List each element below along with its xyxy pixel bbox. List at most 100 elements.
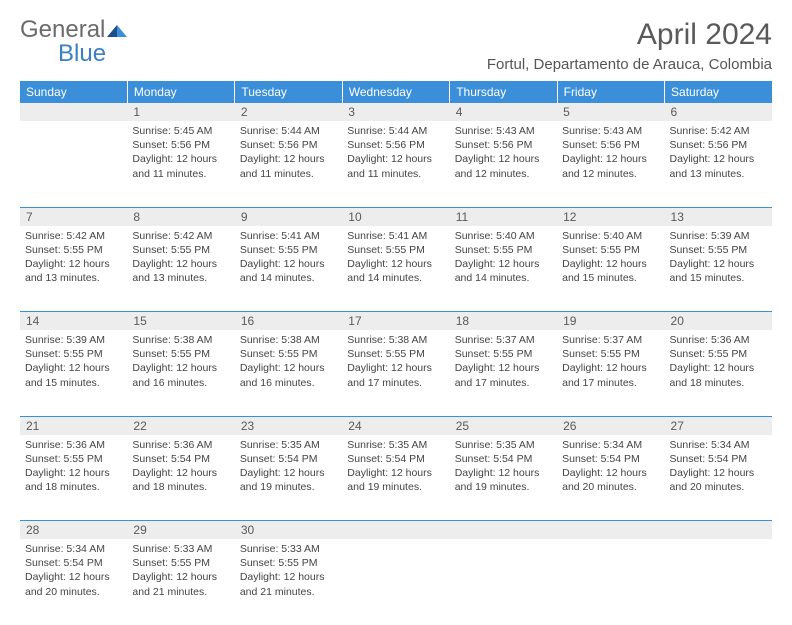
daynum-cell: 22 (127, 416, 234, 435)
daynum-cell (20, 103, 127, 121)
day-cell (665, 539, 772, 625)
daylight-text: Daylight: 12 hours and 12 minutes. (455, 152, 552, 180)
daynum-cell: 7 (20, 207, 127, 226)
sunset-text: Sunset: 5:55 PM (347, 347, 444, 361)
sunset-text: Sunset: 5:55 PM (670, 243, 767, 257)
sunrise-text: Sunrise: 5:35 AM (347, 438, 444, 452)
day-number: 12 (557, 208, 664, 226)
day-number: 18 (450, 312, 557, 330)
day-details: Sunrise: 5:43 AMSunset: 5:56 PMDaylight:… (562, 124, 659, 181)
day-cell: Sunrise: 5:33 AMSunset: 5:55 PMDaylight:… (235, 539, 342, 625)
sunrise-text: Sunrise: 5:39 AM (25, 333, 122, 347)
daynum-cell: 11 (450, 207, 557, 226)
day-number: 15 (127, 312, 234, 330)
day-cell: Sunrise: 5:40 AMSunset: 5:55 PMDaylight:… (450, 226, 557, 312)
day-number: 7 (20, 208, 127, 226)
day-cell (20, 121, 127, 207)
day-cell: Sunrise: 5:38 AMSunset: 5:55 PMDaylight:… (235, 330, 342, 416)
sunset-text: Sunset: 5:55 PM (562, 243, 659, 257)
day-number: 23 (235, 417, 342, 435)
sunrise-text: Sunrise: 5:38 AM (132, 333, 229, 347)
day-cell: Sunrise: 5:42 AMSunset: 5:55 PMDaylight:… (20, 226, 127, 312)
sunrise-text: Sunrise: 5:43 AM (455, 124, 552, 138)
day-cell: Sunrise: 5:35 AMSunset: 5:54 PMDaylight:… (450, 435, 557, 521)
day-details: Sunrise: 5:36 AMSunset: 5:55 PMDaylight:… (25, 438, 122, 495)
daylight-text: Daylight: 12 hours and 13 minutes. (132, 257, 229, 285)
logo-text-general: General (20, 16, 105, 43)
content-row: Sunrise: 5:36 AMSunset: 5:55 PMDaylight:… (20, 435, 772, 521)
sunrise-text: Sunrise: 5:36 AM (670, 333, 767, 347)
sunrise-text: Sunrise: 5:42 AM (132, 229, 229, 243)
daylight-text: Daylight: 12 hours and 18 minutes. (670, 361, 767, 389)
daynum-cell: 4 (450, 103, 557, 121)
calendar-header-row: Sunday Monday Tuesday Wednesday Thursday… (20, 81, 772, 103)
sunrise-text: Sunrise: 5:38 AM (240, 333, 337, 347)
sunset-text: Sunset: 5:54 PM (25, 556, 122, 570)
daynum-cell: 10 (342, 207, 449, 226)
sunrise-text: Sunrise: 5:37 AM (455, 333, 552, 347)
daynum-row: 123456 (20, 103, 772, 121)
day-header: Wednesday (342, 81, 449, 103)
day-cell (450, 539, 557, 625)
content-row: Sunrise: 5:45 AMSunset: 5:56 PMDaylight:… (20, 121, 772, 207)
content-row: Sunrise: 5:39 AMSunset: 5:55 PMDaylight:… (20, 330, 772, 416)
sunrise-text: Sunrise: 5:34 AM (25, 542, 122, 556)
day-details: Sunrise: 5:37 AMSunset: 5:55 PMDaylight:… (455, 333, 552, 390)
day-details: Sunrise: 5:42 AMSunset: 5:55 PMDaylight:… (25, 229, 122, 286)
daynum-cell: 28 (20, 521, 127, 540)
day-cell: Sunrise: 5:42 AMSunset: 5:56 PMDaylight:… (665, 121, 772, 207)
sunset-text: Sunset: 5:56 PM (132, 138, 229, 152)
daylight-text: Daylight: 12 hours and 14 minutes. (455, 257, 552, 285)
daylight-text: Daylight: 12 hours and 11 minutes. (240, 152, 337, 180)
day-header: Sunday (20, 81, 127, 103)
sunset-text: Sunset: 5:55 PM (132, 243, 229, 257)
daynum-row: 282930 (20, 521, 772, 540)
day-cell: Sunrise: 5:34 AMSunset: 5:54 PMDaylight:… (557, 435, 664, 521)
day-number: 26 (557, 417, 664, 435)
sunrise-text: Sunrise: 5:33 AM (240, 542, 337, 556)
day-header: Friday (557, 81, 664, 103)
sunset-text: Sunset: 5:56 PM (455, 138, 552, 152)
day-number: 6 (665, 103, 772, 121)
sunrise-text: Sunrise: 5:35 AM (240, 438, 337, 452)
calendar-table: Sunday Monday Tuesday Wednesday Thursday… (20, 81, 772, 625)
day-number: 29 (127, 521, 234, 539)
daynum-cell: 8 (127, 207, 234, 226)
sunrise-text: Sunrise: 5:41 AM (240, 229, 337, 243)
daylight-text: Daylight: 12 hours and 12 minutes. (562, 152, 659, 180)
day-details: Sunrise: 5:41 AMSunset: 5:55 PMDaylight:… (240, 229, 337, 286)
day-number: 20 (665, 312, 772, 330)
day-cell: Sunrise: 5:33 AMSunset: 5:55 PMDaylight:… (127, 539, 234, 625)
daynum-cell: 24 (342, 416, 449, 435)
sunrise-text: Sunrise: 5:36 AM (25, 438, 122, 452)
logo-text-blue: Blue (58, 40, 106, 67)
day-details: Sunrise: 5:38 AMSunset: 5:55 PMDaylight:… (132, 333, 229, 390)
sunrise-text: Sunrise: 5:43 AM (562, 124, 659, 138)
day-cell (342, 539, 449, 625)
sunrise-text: Sunrise: 5:34 AM (670, 438, 767, 452)
daylight-text: Daylight: 12 hours and 14 minutes. (240, 257, 337, 285)
sunset-text: Sunset: 5:55 PM (240, 347, 337, 361)
daynum-cell: 18 (450, 312, 557, 331)
daynum-row: 78910111213 (20, 207, 772, 226)
daylight-text: Daylight: 12 hours and 19 minutes. (240, 466, 337, 494)
daylight-text: Daylight: 12 hours and 17 minutes. (347, 361, 444, 389)
day-details: Sunrise: 5:45 AMSunset: 5:56 PMDaylight:… (132, 124, 229, 181)
sunset-text: Sunset: 5:54 PM (562, 452, 659, 466)
daynum-cell: 17 (342, 312, 449, 331)
sunset-text: Sunset: 5:54 PM (132, 452, 229, 466)
day-details: Sunrise: 5:39 AMSunset: 5:55 PMDaylight:… (670, 229, 767, 286)
sunset-text: Sunset: 5:56 PM (347, 138, 444, 152)
sunrise-text: Sunrise: 5:39 AM (670, 229, 767, 243)
day-details: Sunrise: 5:44 AMSunset: 5:56 PMDaylight:… (347, 124, 444, 181)
day-details: Sunrise: 5:34 AMSunset: 5:54 PMDaylight:… (25, 542, 122, 599)
day-cell: Sunrise: 5:36 AMSunset: 5:55 PMDaylight:… (665, 330, 772, 416)
day-details: Sunrise: 5:39 AMSunset: 5:55 PMDaylight:… (25, 333, 122, 390)
daylight-text: Daylight: 12 hours and 15 minutes. (670, 257, 767, 285)
daynum-row: 21222324252627 (20, 416, 772, 435)
day-cell: Sunrise: 5:37 AMSunset: 5:55 PMDaylight:… (450, 330, 557, 416)
daylight-text: Daylight: 12 hours and 15 minutes. (562, 257, 659, 285)
day-number: 19 (557, 312, 664, 330)
sunrise-text: Sunrise: 5:42 AM (25, 229, 122, 243)
daylight-text: Daylight: 12 hours and 21 minutes. (132, 570, 229, 598)
